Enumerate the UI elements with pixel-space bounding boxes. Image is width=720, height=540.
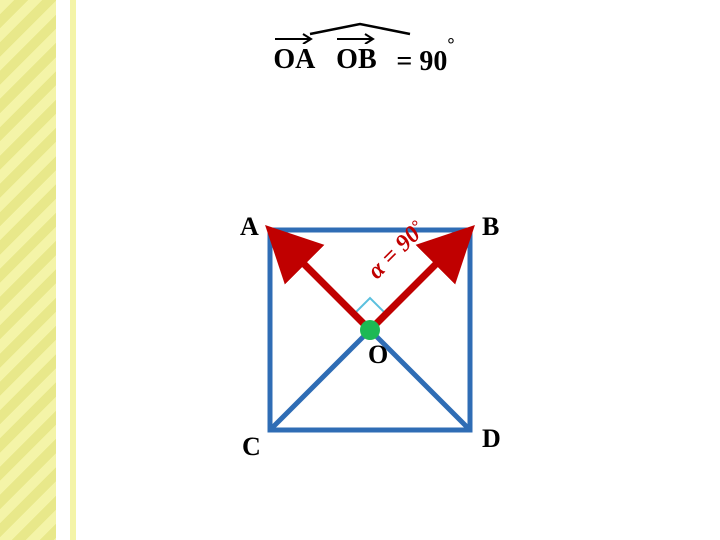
label-C: C: [242, 432, 261, 462]
eq-degree: °: [447, 34, 454, 54]
vector-OA: OA: [271, 32, 317, 76]
vector-arrow-icon: [271, 32, 317, 44]
decor-band-c: [70, 0, 76, 540]
vector-arrow-icon: [333, 32, 379, 44]
vector-row: OA OB = 90°: [265, 32, 454, 78]
vector-OB-label: OB: [336, 44, 376, 75]
decor-band-a: [0, 0, 56, 540]
label-A: A: [240, 212, 259, 242]
label-B: B: [482, 212, 499, 242]
label-O: O: [368, 340, 388, 370]
equals-ninety: = 90°: [389, 46, 454, 77]
label-D: D: [482, 424, 501, 454]
vector-OB: OB: [333, 32, 379, 76]
vector-OA-label: OA: [273, 44, 315, 75]
angle-equation: OA OB = 90°: [0, 20, 720, 78]
left-decor-strip: [0, 0, 80, 540]
square-figure: A B C D O α = 90°: [220, 190, 540, 510]
eq-value: = 90: [396, 46, 447, 77]
decor-band-gap: [56, 0, 70, 540]
